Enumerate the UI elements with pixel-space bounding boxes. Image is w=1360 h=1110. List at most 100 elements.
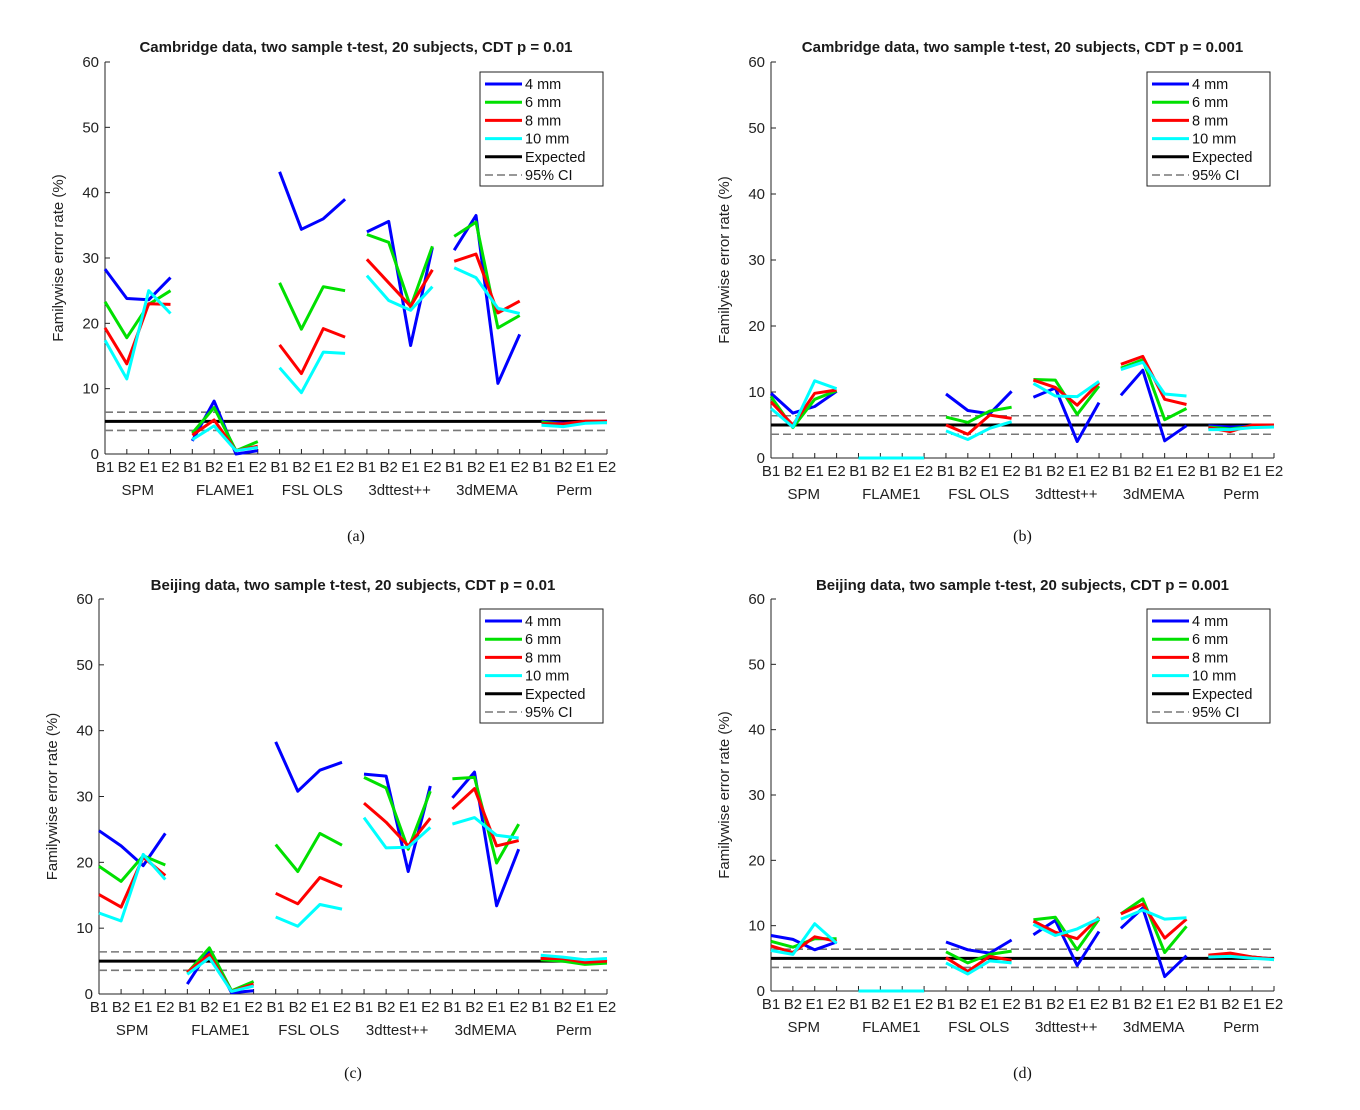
group-label: 3dttest++ (1035, 1019, 1098, 1036)
legend-label: 95% CI (525, 168, 573, 184)
x-tick-label: B2 (784, 996, 802, 1013)
series-6-mm (103, 220, 608, 453)
group-label: SPM (788, 1019, 821, 1036)
legend-label: 8 mm (1192, 650, 1228, 666)
series-line-segment (1208, 425, 1275, 432)
x-tick-label: B2 (1046, 463, 1064, 480)
x-tick-label: E1 (893, 996, 911, 1013)
group-label: SPM (121, 482, 154, 499)
series-line-segment (366, 233, 434, 309)
x-tick-label: E2 (1265, 463, 1283, 480)
x-tick-label: B1 (443, 999, 461, 1016)
group-label: FLAME1 (191, 1022, 249, 1039)
series-line-segment (452, 214, 522, 385)
legend-label: Expected (525, 687, 585, 703)
group-label: 3dttest++ (366, 1022, 429, 1039)
series-6-mm (770, 897, 1275, 993)
y-tick-label: 50 (82, 119, 99, 136)
x-tick-label: E1 (489, 459, 507, 476)
y-axis-label: Familywise error rate (%) (716, 176, 733, 344)
series-line-segment (278, 171, 347, 231)
y-axis-label: Familywise error rate (%) (50, 174, 67, 342)
group-label: FSL OLS (948, 486, 1009, 503)
series-line-segment (98, 854, 166, 883)
legend-label: 6 mm (1192, 632, 1228, 648)
x-tick-label: E2 (1002, 996, 1020, 1013)
series-line-segment (945, 390, 1013, 416)
chart-panel-c: Beijing data, two sample t-test, 20 subj… (44, 577, 616, 1082)
series-line-segment (365, 258, 434, 308)
group-label: 3dMEMA (456, 482, 518, 499)
chart-panel-b: Cambridge data, two sample t-test, 20 su… (716, 39, 1283, 545)
series-line-segment (453, 220, 521, 330)
chart-title: Cambridge data, two sample t-test, 20 su… (802, 39, 1243, 56)
series-line-segment (363, 776, 432, 851)
x-tick-label: B1 (849, 996, 867, 1013)
x-tick-label: B2 (1046, 996, 1064, 1013)
x-tick-label: E2 (423, 459, 441, 476)
x-tick-label: B2 (959, 996, 977, 1013)
series-line-segment (1120, 902, 1188, 940)
x-tick-label: B1 (1112, 996, 1130, 1013)
legend-label: 4 mm (1192, 77, 1228, 93)
x-tick-label: E1 (1243, 463, 1261, 480)
series-8-mm (770, 902, 1275, 993)
x-tick-label: E2 (1177, 463, 1195, 480)
series-line-segment (541, 421, 608, 429)
group-label: FLAME1 (196, 482, 254, 499)
series-line-segment (278, 350, 346, 395)
legend-box (1146, 71, 1271, 187)
x-tick-label: B1 (1024, 996, 1042, 1013)
series-line-segment (945, 959, 1012, 976)
series-line-segment (103, 268, 172, 302)
series-line-segment (451, 770, 521, 908)
y-axis-label: Familywise error rate (%) (44, 713, 61, 881)
legend: 4 mm 6 mm 8 mm 10 mm Expected 95% CI (1146, 608, 1271, 724)
x-tick-label: B2 (380, 459, 398, 476)
series-line-segment (770, 379, 838, 429)
x-tick-label: B1 (532, 459, 550, 476)
y-tick-label: 40 (82, 185, 99, 202)
x-tick-label: B1 (445, 459, 463, 476)
y-tick-label: 60 (82, 54, 99, 71)
panel-caption: (a) (347, 528, 365, 545)
x-tick-label: E1 (1155, 463, 1173, 480)
x-tick-label: E2 (915, 463, 933, 480)
x-tick-label: E2 (509, 999, 527, 1016)
series-line-segment (1119, 368, 1188, 443)
x-tick-label: B1 (937, 463, 955, 480)
y-tick-label: 0 (757, 450, 765, 467)
legend-label: Expected (525, 150, 585, 166)
series-line-segment (98, 852, 167, 923)
series-line-segment (769, 388, 837, 427)
series-line-segment (540, 958, 608, 966)
panel-caption: (b) (1013, 528, 1032, 545)
x-tick-label: B1 (358, 459, 376, 476)
legend-label: Expected (1192, 150, 1252, 166)
legend-label: 4 mm (525, 614, 561, 630)
group-label: FLAME1 (862, 486, 920, 503)
y-tick-label: 10 (82, 381, 99, 398)
x-tick-label: B1 (762, 996, 780, 1013)
series-line-segment (278, 282, 346, 331)
series-4-mm (98, 741, 608, 995)
legend-label: 95% CI (1192, 705, 1240, 721)
series-line-segment (770, 922, 838, 956)
group-label: FSL OLS (948, 1019, 1009, 1036)
group-label: 3dMEMA (1123, 486, 1185, 503)
legend-label: 8 mm (525, 650, 561, 666)
series-6-mm (98, 775, 608, 993)
x-tick-label: B1 (267, 999, 285, 1016)
series-line-segment (541, 419, 607, 426)
x-tick-label: E1 (311, 999, 329, 1016)
chart-panel-d: Beijing data, two sample t-test, 20 subj… (716, 577, 1283, 1082)
x-tick-label: E2 (244, 999, 262, 1016)
x-tick-label: B2 (1134, 463, 1152, 480)
x-tick-label: E1 (134, 999, 152, 1016)
chart-title: Cambridge data, two sample t-test, 20 su… (139, 39, 572, 56)
series-line-segment (1032, 917, 1100, 937)
x-tick-label: E2 (1265, 996, 1283, 1013)
series-6-mm (769, 358, 1274, 460)
series-line-segment (770, 935, 837, 954)
